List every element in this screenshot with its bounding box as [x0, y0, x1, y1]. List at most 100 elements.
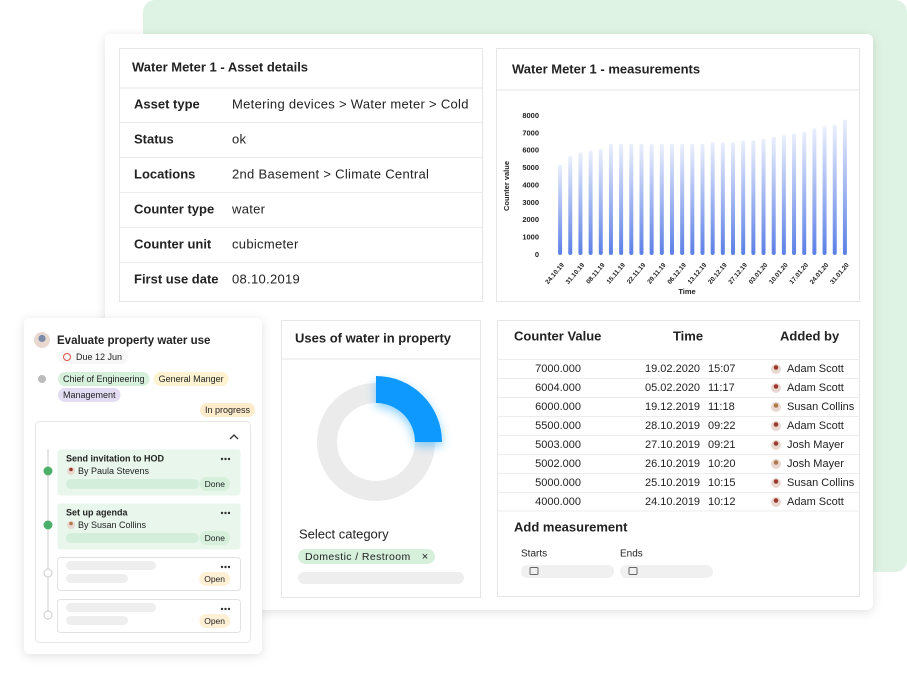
time: 11:18 — [708, 401, 735, 413]
bar — [761, 138, 766, 255]
timeline-dot — [43, 466, 53, 476]
tag-bg — [58, 372, 150, 386]
subtask-status-bg — [199, 572, 230, 586]
timeline-dot — [43, 520, 53, 530]
placeholder — [66, 603, 156, 612]
timeline-dot — [43, 610, 53, 620]
bar — [639, 143, 644, 255]
date-input[interactable] — [521, 565, 614, 578]
card-title: Water Meter 1 - measurements — [512, 61, 700, 76]
y-tick-label: 0 — [535, 250, 539, 259]
time: 09:22 — [708, 420, 736, 432]
bar — [822, 126, 827, 255]
calendar-icon — [628, 567, 638, 575]
section-title: Add measurement — [514, 519, 628, 534]
column-header: Added by — [780, 328, 840, 343]
bar — [710, 142, 715, 255]
progress-bar — [66, 533, 199, 543]
subtask-status-bg — [199, 477, 230, 491]
card-title: Uses of water in property — [295, 330, 452, 345]
field-value: 08.10.2019 — [232, 271, 300, 286]
chart-card — [496, 48, 860, 302]
due-icon — [63, 353, 71, 361]
counter-value: 7000.000 — [535, 363, 581, 375]
tag-remove[interactable]: × — [422, 551, 428, 563]
y-tick-label: 6000 — [522, 146, 539, 155]
y-tick-label: 7000 — [522, 128, 539, 137]
counter-value: 5500.000 — [535, 420, 581, 432]
bar — [781, 135, 786, 255]
y-tick-label: 8000 — [522, 111, 539, 120]
more-icon — [224, 565, 227, 569]
date: 19.12.2019 — [645, 401, 700, 413]
bar — [629, 143, 634, 255]
bar — [751, 140, 756, 255]
column-header: Time — [673, 328, 703, 343]
due-date: Due 12 Jun — [76, 352, 122, 362]
donut-segment — [376, 376, 442, 442]
counter-value: 5003.000 — [535, 439, 581, 451]
y-tick-label: 1000 — [522, 233, 539, 242]
more-icon — [227, 511, 231, 515]
bar — [588, 150, 593, 255]
field-label: Locations — [134, 166, 195, 181]
counter-value: 6000.000 — [535, 401, 581, 413]
date: 26.10.2019 — [645, 458, 700, 470]
date: 24.10.2019 — [645, 496, 700, 508]
field-label: Counter type — [134, 201, 214, 216]
select-input[interactable] — [298, 572, 464, 584]
tag: Management — [63, 390, 116, 400]
bar — [568, 155, 573, 255]
status-bg — [199, 403, 255, 417]
tag: General Manger — [159, 374, 224, 384]
time: 11:17 — [708, 382, 735, 394]
bar — [731, 142, 736, 255]
avatar-head — [69, 467, 73, 472]
date: 28.10.2019 — [645, 420, 700, 432]
y-tick-label: 5000 — [522, 163, 539, 172]
field-label: First use date — [134, 271, 219, 286]
x-axis-label: Time — [678, 287, 695, 296]
avatar-head — [773, 403, 779, 408]
added-by: Susan Collins — [787, 477, 855, 489]
tag-bg — [58, 388, 121, 402]
asset-card — [119, 48, 483, 302]
subtask-title: Send invitation to HOD — [66, 453, 164, 463]
progress-bar — [66, 479, 199, 489]
task-title: Evaluate property water use — [57, 335, 210, 347]
subtask-status: Done — [205, 533, 226, 543]
subtask-status: Open — [204, 616, 225, 626]
people-icon — [38, 375, 46, 383]
more-icon — [220, 607, 224, 611]
tag-bg — [298, 549, 435, 564]
bar — [771, 136, 776, 255]
date: 05.02.2020 — [645, 382, 700, 394]
subtask-owner: By Paula Stevens — [78, 466, 150, 476]
date-input[interactable] — [620, 565, 713, 578]
subtask-status-bg — [199, 531, 230, 545]
added-by: Adam Scott — [787, 363, 844, 375]
time: 10:12 — [708, 496, 736, 508]
subtask-owner: By Susan Collins — [78, 520, 147, 530]
date: 25.10.2019 — [645, 477, 700, 489]
avatar-head — [773, 460, 779, 465]
field-label: Status — [134, 131, 174, 146]
added-by: Josh Mayer — [787, 439, 844, 451]
field-value: water — [231, 201, 266, 216]
subtask-status: Done — [205, 479, 226, 489]
avatar-head — [38, 334, 46, 343]
bar — [690, 143, 695, 255]
bar — [659, 143, 664, 255]
bar — [720, 142, 725, 255]
avatar-head — [773, 422, 779, 427]
field-label: Ends — [620, 549, 643, 560]
subtask-status-bg — [199, 614, 230, 628]
collapse-icon[interactable] — [229, 434, 239, 440]
more-icon — [227, 565, 231, 569]
more-icon — [220, 511, 224, 515]
more-icon — [220, 565, 224, 569]
subtask-status: Open — [204, 574, 225, 584]
bar — [649, 143, 654, 255]
bar — [802, 131, 807, 255]
